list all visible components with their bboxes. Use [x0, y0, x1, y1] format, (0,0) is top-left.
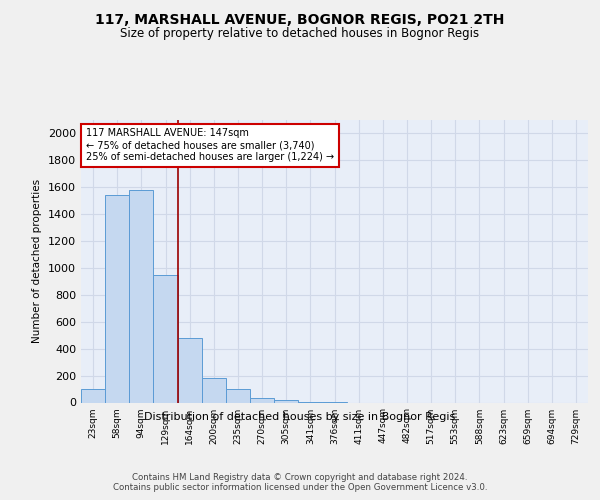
Text: Size of property relative to detached houses in Bognor Regis: Size of property relative to detached ho… — [121, 28, 479, 40]
Bar — [129, 190, 154, 402]
Bar — [81, 389, 105, 402]
Bar — [202, 378, 226, 402]
Text: Contains HM Land Registry data © Crown copyright and database right 2024.
Contai: Contains HM Land Registry data © Crown c… — [113, 472, 487, 492]
Bar — [105, 196, 129, 402]
Bar — [250, 398, 274, 402]
Bar — [274, 400, 298, 402]
Bar — [226, 389, 250, 402]
Text: 117 MARSHALL AVENUE: 147sqm
← 75% of detached houses are smaller (3,740)
25% of : 117 MARSHALL AVENUE: 147sqm ← 75% of det… — [86, 128, 334, 162]
Bar — [154, 274, 178, 402]
Y-axis label: Number of detached properties: Number of detached properties — [32, 179, 43, 344]
Text: Distribution of detached houses by size in Bognor Regis: Distribution of detached houses by size … — [145, 412, 455, 422]
Bar — [178, 338, 202, 402]
Text: 117, MARSHALL AVENUE, BOGNOR REGIS, PO21 2TH: 117, MARSHALL AVENUE, BOGNOR REGIS, PO21… — [95, 12, 505, 26]
